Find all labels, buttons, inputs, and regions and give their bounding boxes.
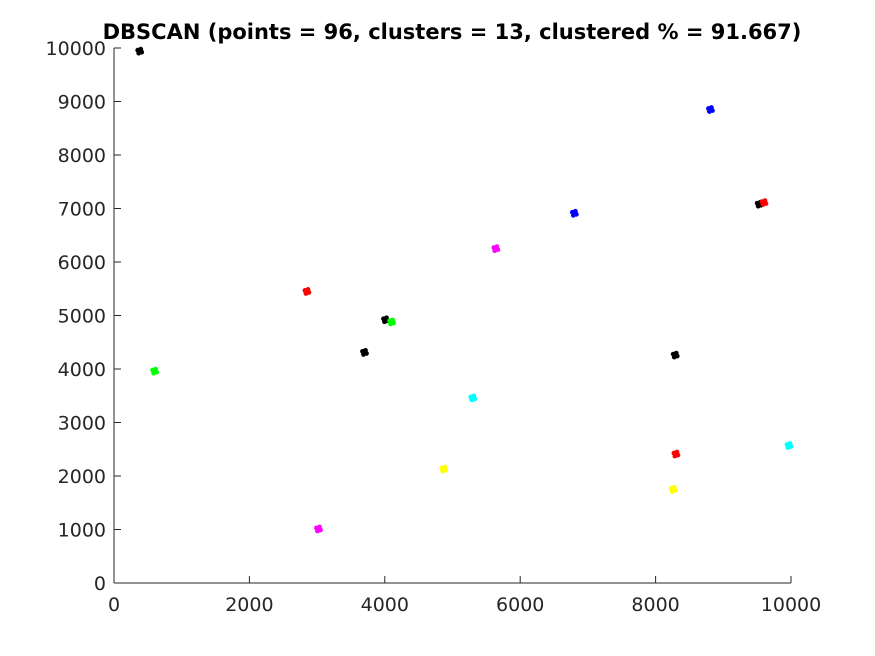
- point-marker: [674, 449, 680, 455]
- point-marker: [384, 315, 389, 321]
- point-marker: [442, 464, 448, 470]
- data-point-blue: [706, 105, 715, 114]
- x-tick-label: 0: [108, 594, 120, 616]
- y-tick-label: 5000: [58, 306, 106, 328]
- point-marker: [707, 109, 712, 114]
- x-tick-label: 2000: [225, 594, 273, 616]
- axes: 0 2000 4000 6000 8000 10000 0 1000 2000 3000 4000 5…: [46, 38, 822, 616]
- data-point-black: [670, 350, 680, 360]
- point-marker: [669, 488, 675, 494]
- data-point-black: [360, 348, 369, 357]
- point-marker: [136, 50, 142, 56]
- data-point-magenta: [491, 244, 501, 254]
- x-tick-label: 4000: [361, 594, 409, 616]
- data-point-black: [135, 46, 145, 56]
- point-marker: [572, 208, 578, 214]
- y-tick-label: 6000: [58, 252, 106, 274]
- point-marker: [469, 397, 475, 403]
- y-tick-label: 10000: [46, 38, 106, 60]
- point-marker: [785, 445, 791, 450]
- point-marker: [315, 528, 320, 534]
- point-marker: [760, 202, 766, 208]
- y-tick-label: 1000: [58, 520, 106, 542]
- data-point-red: [302, 287, 312, 296]
- point-marker: [151, 370, 157, 376]
- y-tick-label: 4000: [58, 359, 106, 381]
- data-points: [135, 46, 794, 534]
- data-point-yellow: [668, 484, 678, 494]
- point-marker: [755, 203, 761, 209]
- point-marker: [671, 484, 677, 490]
- data-point-yellow: [439, 464, 449, 474]
- point-marker: [570, 212, 576, 218]
- point-marker: [672, 453, 678, 459]
- point-marker: [138, 46, 144, 52]
- point-marker: [471, 393, 477, 399]
- data-point-cyan: [784, 441, 794, 450]
- point-marker: [709, 105, 714, 110]
- point-marker: [388, 321, 393, 327]
- y-tick-label: 3000: [58, 413, 106, 435]
- point-marker: [382, 319, 387, 325]
- y-tick-label: 2000: [58, 466, 106, 488]
- data-point-green: [387, 317, 396, 327]
- data-point-blue: [569, 208, 579, 218]
- data-point-green: [150, 366, 160, 376]
- x-tick-label: 8000: [631, 594, 679, 616]
- chart-title: DBSCAN (points = 96, clusters = 13, clus…: [103, 20, 802, 44]
- data-point-magenta: [314, 524, 323, 534]
- point-marker: [673, 350, 679, 356]
- point-marker: [787, 441, 793, 446]
- data-point-red: [759, 198, 769, 208]
- point-marker: [492, 248, 498, 254]
- y-tick-label: 8000: [58, 145, 106, 167]
- point-marker: [440, 468, 446, 474]
- y-tick-label: 0: [94, 573, 106, 595]
- data-point-cyan: [468, 393, 478, 403]
- x-tick-label: 6000: [496, 594, 544, 616]
- point-marker: [303, 291, 309, 296]
- point-marker: [671, 354, 677, 360]
- point-marker: [494, 244, 500, 250]
- data-point-red: [671, 449, 681, 459]
- point-marker: [363, 348, 368, 353]
- point-marker: [153, 366, 159, 372]
- y-tick-label: 9000: [58, 92, 106, 114]
- point-marker: [317, 524, 322, 530]
- point-marker: [390, 317, 395, 323]
- point-marker: [361, 352, 366, 357]
- point-marker: [762, 198, 768, 204]
- point-marker: [305, 287, 311, 292]
- x-tick-label: 10000: [761, 594, 821, 616]
- y-tick-label: 7000: [58, 199, 106, 221]
